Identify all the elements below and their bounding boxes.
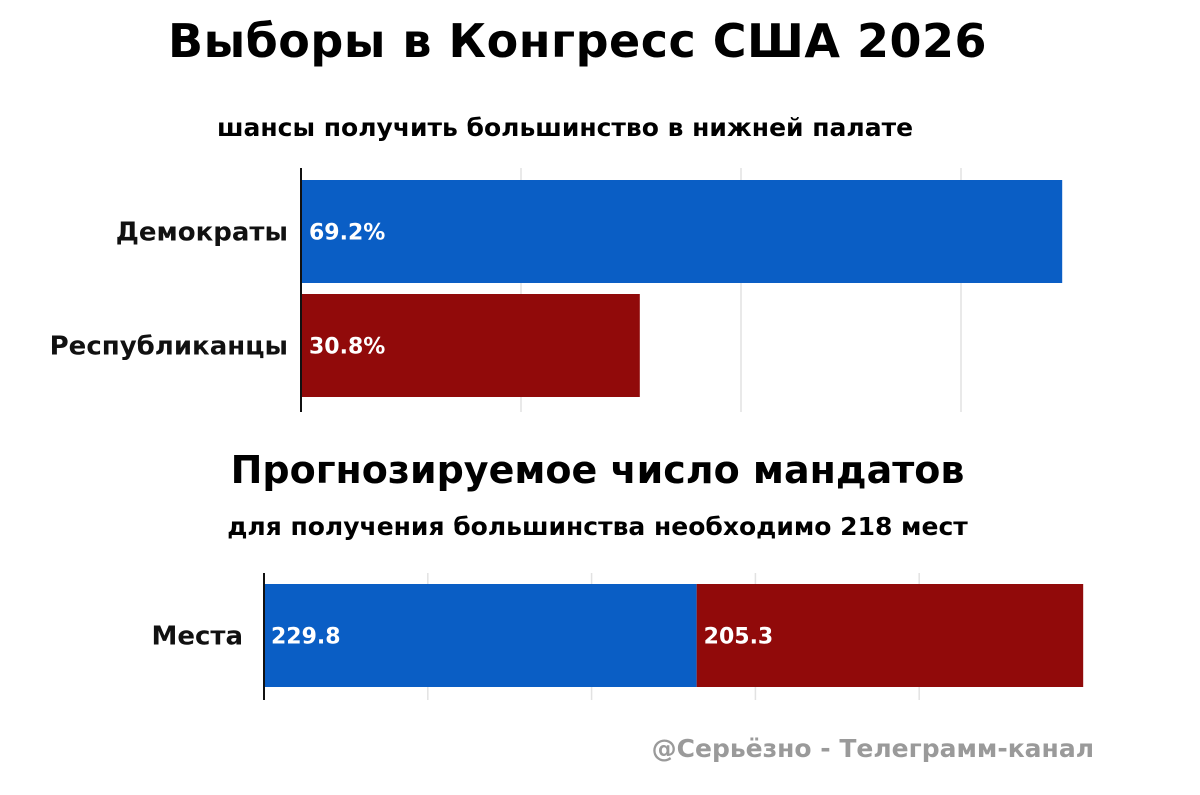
chart1-title: шансы получить большинство в нижней пала… <box>216 113 914 142</box>
chart1-category-label-1: Республиканцы <box>50 332 288 362</box>
chart2-title: Прогнозируемое число мандатов <box>230 448 965 492</box>
chart2-value-label-1: 205.3 <box>704 625 774 650</box>
chart1-bars <box>302 180 1063 397</box>
chart1-bar-0 <box>302 180 1063 283</box>
footer-credit: @Серьёзно - Телеграмм-канал <box>651 734 1094 763</box>
chart1-value-label-0: 69.2% <box>309 221 385 246</box>
chart-probability: Демократы 69.2% Республиканцы 30.8% <box>50 168 1063 412</box>
chart2-subtitle: для получения большинства необходимо 218… <box>227 512 968 541</box>
chart2-value-label-0: 229.8 <box>271 625 341 650</box>
chart-seats: 229.8 205.3 Места <box>151 573 1084 700</box>
chart1-labels: Демократы 69.2% Республиканцы 30.8% <box>50 218 386 362</box>
chart1-bar-1 <box>302 294 640 397</box>
chart1-value-label-1: 30.8% <box>309 335 385 360</box>
chart2-bar-1 <box>696 584 1084 687</box>
page-title: Выборы в Конгресс США 2026 <box>168 14 987 68</box>
chart2-bars <box>265 584 1084 687</box>
chart2-bar-0 <box>265 584 697 687</box>
chart2-category-label-0: Места <box>151 622 243 652</box>
chart1-category-label-0: Демократы <box>116 218 288 248</box>
chart2-labels: 229.8 205.3 Места <box>151 622 773 652</box>
